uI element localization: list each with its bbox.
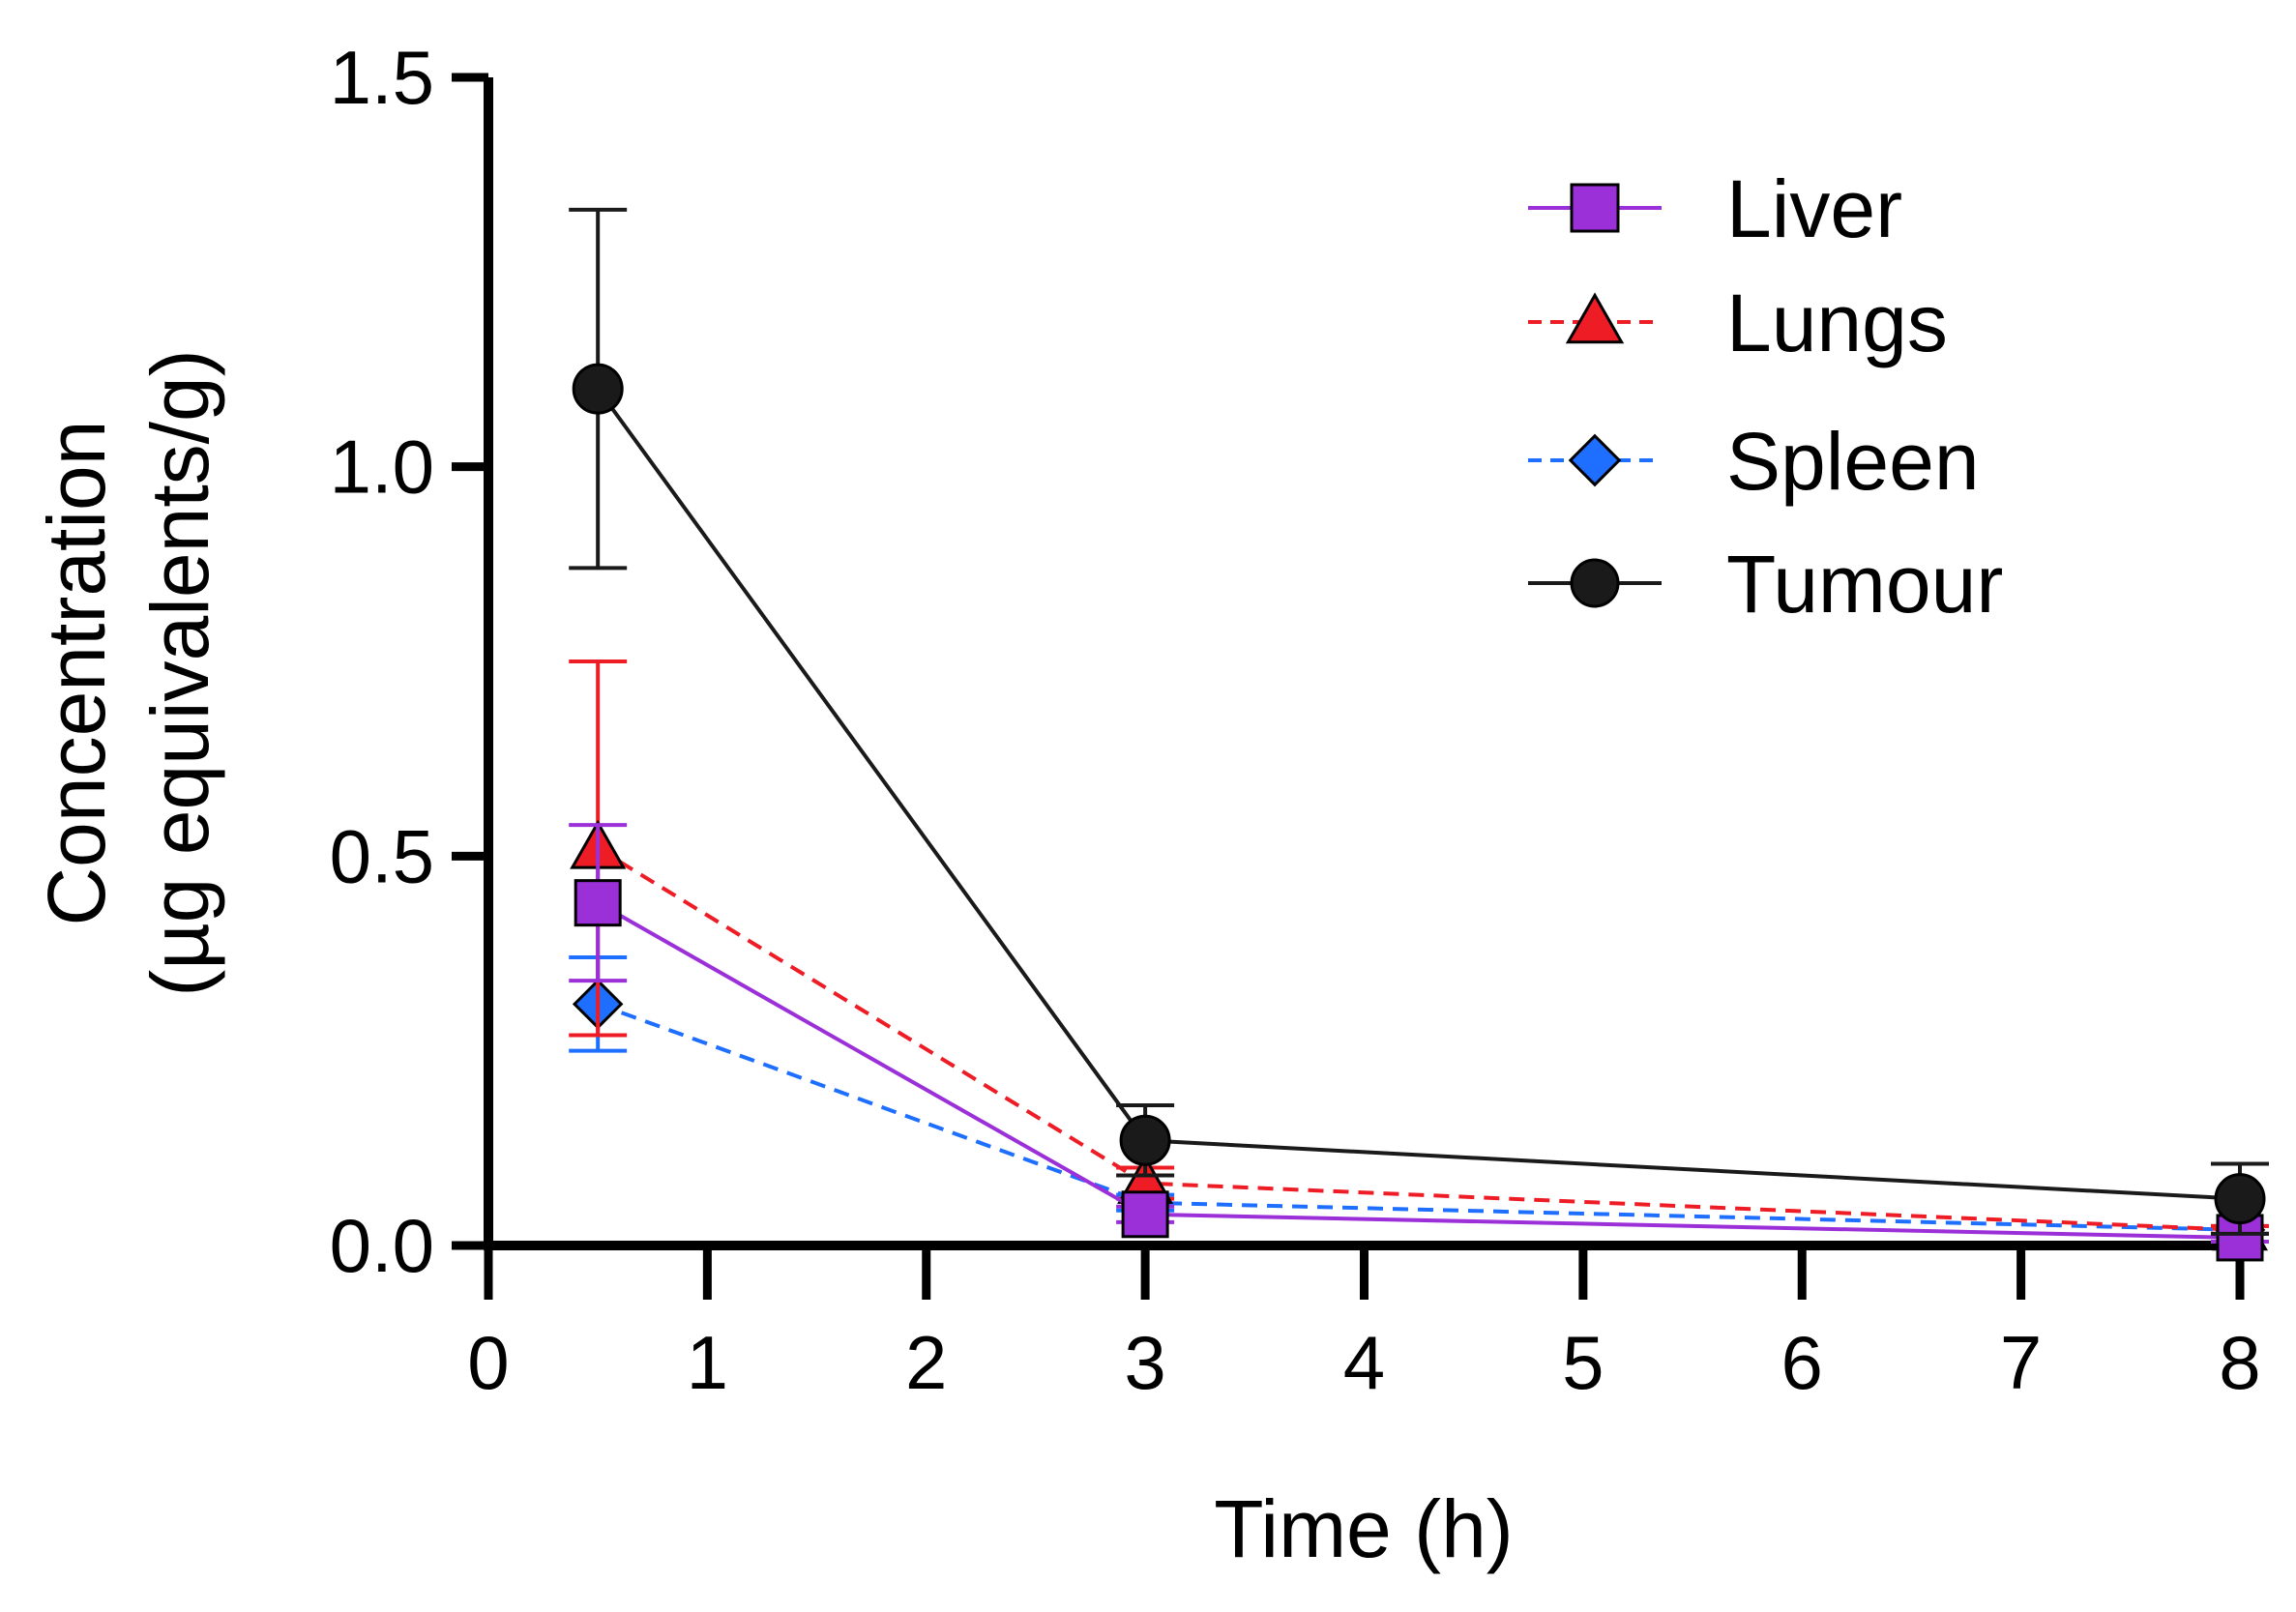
series-layer [569, 207, 2269, 1262]
x-tick-label-5: 5 [1562, 1320, 1604, 1405]
legend-marker-lungs [1565, 292, 1625, 344]
legend: Liver Lungs Spleen Tumour [1528, 163, 2003, 630]
point-liver-1 [1121, 1190, 1169, 1239]
legend-label-spleen: Spleen [1726, 416, 1980, 507]
legend-label-liver: Liver [1726, 163, 1902, 254]
y-tick-label-3: 1.5 [330, 35, 434, 120]
y-axis-title: Concentration (µg equivalents/g) [31, 349, 225, 996]
legend-marker-spleen [1568, 433, 1622, 487]
y-tick-label-0: 0.0 [330, 1203, 434, 1288]
point-tumour-1 [1119, 1114, 1171, 1166]
legend-label-tumour: Tumour [1726, 539, 2003, 630]
x-tick-label-0: 0 [467, 1320, 509, 1405]
series-lungs [569, 659, 2269, 1251]
point-liver-0 [574, 879, 622, 927]
legend-label-lungs: Lungs [1726, 278, 1948, 368]
x-tick-label-1: 1 [687, 1320, 728, 1405]
series-spleen [569, 955, 2269, 1256]
x-tick-label-3: 3 [1124, 1320, 1165, 1405]
legend-marker-liver [1570, 183, 1620, 233]
series-line-lungs [597, 846, 2241, 1232]
series-tumour [569, 207, 2269, 1236]
y-tick-label-2: 1.0 [330, 425, 434, 510]
series-line-tumour [596, 387, 2241, 1201]
y-axis-title-line-2: (µg equivalents/g) [134, 349, 225, 996]
y-axis-title-line-1: Concentration [31, 421, 122, 926]
point-tumour-0 [572, 363, 624, 415]
x-tick-label-2: 2 [905, 1320, 947, 1405]
legend-item-tumour: Tumour [1528, 539, 2003, 630]
x-tick-label-8: 8 [2219, 1320, 2260, 1405]
point-tumour-2 [2214, 1173, 2266, 1225]
x-tick-label-7: 7 [2000, 1320, 2042, 1405]
axes: 0.0 0.5 1.0 1.5 0 1 2 3 4 5 6 7 8 [330, 35, 2261, 1405]
y-tick-label-1: 0.5 [330, 813, 434, 898]
x-tick-label-4: 4 [1343, 1320, 1385, 1405]
legend-item-lungs: Lungs [1528, 278, 1948, 368]
x-axis-title: Time (h) [1214, 1483, 1514, 1574]
legend-marker-tumour [1570, 558, 1620, 608]
legend-item-liver: Liver [1528, 163, 1902, 254]
x-tick-label-6: 6 [1781, 1320, 1823, 1405]
legend-item-spleen: Spleen [1528, 416, 1980, 507]
